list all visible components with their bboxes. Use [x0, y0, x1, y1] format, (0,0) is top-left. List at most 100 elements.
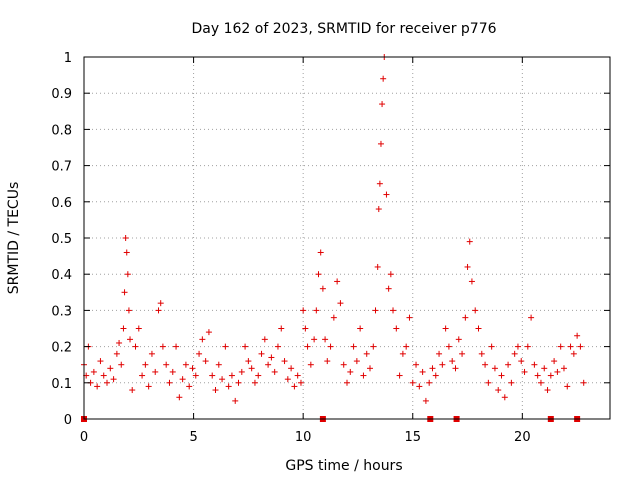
data-point [235, 379, 242, 386]
data-point [284, 376, 291, 383]
data-point [528, 314, 535, 321]
data-point [464, 263, 471, 270]
tick-labels: 00.10.20.30.40.50.60.70.80.910 5 10 15 20 [51, 51, 530, 445]
data-point [416, 383, 423, 390]
data-point [324, 358, 331, 365]
y-tick-label: 0.3 [51, 304, 72, 319]
data-point [268, 354, 275, 361]
data-point [196, 350, 203, 357]
data-point [113, 350, 120, 357]
data-point [367, 365, 374, 372]
data-point [577, 343, 584, 350]
data-point [547, 372, 554, 379]
data-point [380, 75, 387, 82]
y-tick-label: 0.2 [51, 341, 72, 356]
data-point [123, 249, 130, 256]
axis-ticks [83, 56, 610, 420]
data-point [360, 372, 367, 379]
data-point [274, 343, 281, 350]
data-point [557, 343, 564, 350]
data-point [202, 358, 209, 365]
data-point [340, 361, 347, 368]
data-point [132, 343, 139, 350]
data-point [125, 307, 132, 314]
x-tick-label: 15 [404, 430, 421, 445]
data-point [313, 307, 320, 314]
data-point [179, 376, 186, 383]
data-point [327, 343, 334, 350]
data-point [406, 314, 413, 321]
data-point [97, 358, 104, 365]
y-tick-label: 0.7 [51, 160, 72, 175]
data-point [155, 307, 162, 314]
data-point [564, 383, 571, 390]
data-point [570, 350, 577, 357]
y-tick-label: 0 [64, 413, 72, 428]
data-point [124, 271, 131, 278]
data-point [334, 278, 341, 285]
data-point [429, 365, 436, 372]
data-point [399, 350, 406, 357]
data-point [245, 358, 252, 365]
data-point [135, 325, 142, 332]
data-point [322, 336, 329, 343]
x-tick-label: 5 [189, 430, 197, 445]
data-point [375, 206, 382, 213]
chart-title: Day 162 of 2023, SRMTID for receiver p77… [191, 21, 496, 37]
data-point [350, 343, 357, 350]
data-point [377, 140, 384, 147]
data-point [148, 350, 155, 357]
data-point [347, 368, 354, 375]
data-point [307, 361, 314, 368]
data-point [534, 372, 541, 379]
data-point [491, 365, 498, 372]
y-tick-label: 0.5 [51, 232, 72, 247]
data-point [225, 383, 232, 390]
data-point [118, 361, 125, 368]
data-point [222, 343, 229, 350]
data-point [396, 372, 403, 379]
data-point [357, 325, 364, 332]
y-tick-label: 0.4 [51, 268, 72, 283]
grid-lines [84, 57, 610, 419]
data-point [551, 358, 558, 365]
data-point [409, 379, 416, 386]
data-point [121, 289, 128, 296]
data-point [205, 329, 212, 336]
data-point [442, 325, 449, 332]
data-point [302, 325, 309, 332]
data-point [110, 376, 117, 383]
data-point [248, 365, 255, 372]
data-point [495, 387, 502, 394]
data-point [209, 372, 216, 379]
data-point [100, 372, 107, 379]
data-point [238, 368, 245, 375]
data-point [488, 343, 495, 350]
data-point [116, 339, 123, 346]
data-point [219, 376, 226, 383]
data-point [422, 397, 429, 404]
data-point [261, 336, 268, 343]
data-point [390, 307, 397, 314]
y-tick-label: 0.6 [51, 196, 72, 211]
data-point [319, 285, 326, 292]
data-point [94, 383, 101, 390]
data-point [511, 350, 518, 357]
data-point [291, 383, 298, 390]
data-point [265, 361, 272, 368]
data-point [212, 387, 219, 394]
data-point [294, 372, 301, 379]
data-point [498, 372, 505, 379]
data-point [163, 361, 170, 368]
data-point [524, 343, 531, 350]
data-point [485, 379, 492, 386]
data-point [544, 387, 551, 394]
data-point [466, 238, 473, 245]
data-point [139, 372, 146, 379]
data-point [383, 191, 390, 198]
data-point [157, 300, 164, 307]
x-tick-label: 0 [80, 430, 88, 445]
y-tick-label: 0.8 [51, 123, 72, 138]
data-point [475, 325, 482, 332]
y-axis-label: SRMTID / TECUs [6, 182, 22, 295]
